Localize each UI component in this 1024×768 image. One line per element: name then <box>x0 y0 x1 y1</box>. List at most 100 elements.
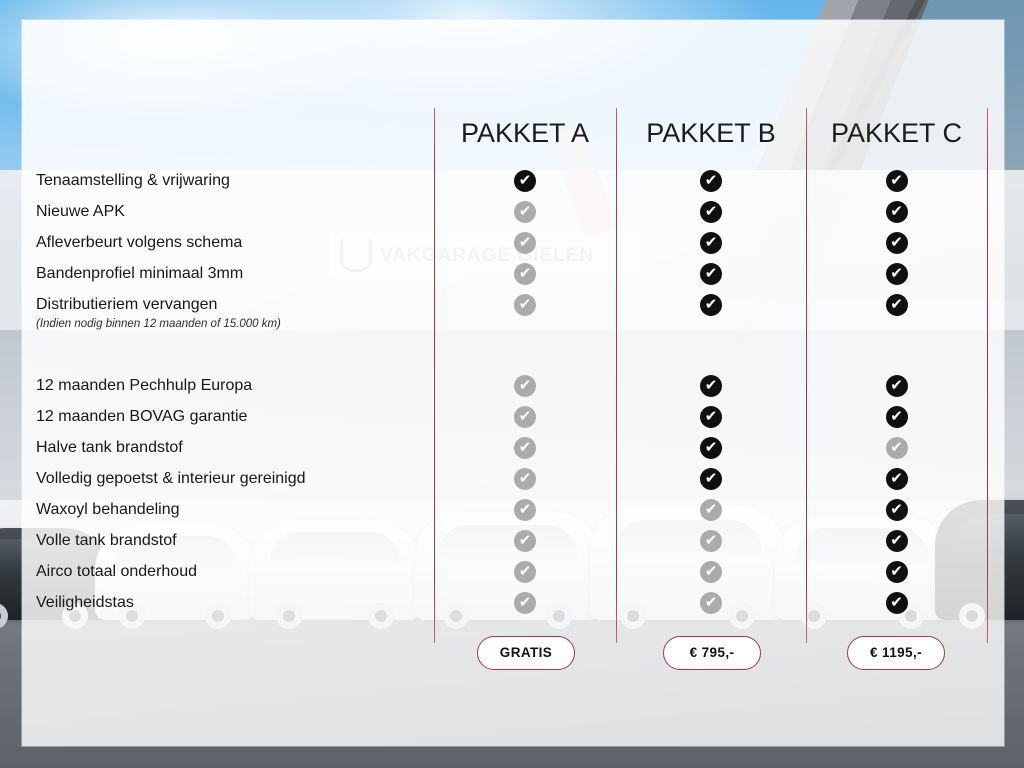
feature-cell-c: ✔ <box>806 436 987 459</box>
feature-label: Distributieriem vervangen <box>36 295 218 313</box>
content-panel: PAKKET A PAKKET B PAKKET C Tenaamstellin… <box>22 20 1004 746</box>
check-included-icon: ✔ <box>885 293 908 316</box>
table-row: Volle tank brandstof ✔ ✔ ✔ <box>22 525 1004 556</box>
check-included-icon: ✔ <box>700 200 722 223</box>
table-row: Afleverbeurt volgens schema ✔ ✔ ✔ <box>22 227 1004 258</box>
feature-cell-c: ✔ <box>806 560 987 583</box>
table-row: Veiligheidstas ✔ ✔ ✔ <box>22 587 1004 618</box>
column-divider-4 <box>987 108 988 643</box>
feature-subnote: (Indien nodig binnen 12 maanden of 15.00… <box>36 318 281 330</box>
feature-label: 12 maanden Pechhulp Europa <box>36 376 253 394</box>
check-included-icon: ✔ <box>700 467 722 490</box>
feature-label: Nieuwe APK <box>36 202 125 220</box>
check-included-icon: ✔ <box>885 560 908 583</box>
feature-cell-b: ✔ <box>616 262 806 285</box>
feature-label: Veiligheidstas <box>36 593 134 611</box>
table-row: Nieuwe APK ✔ ✔ ✔ <box>22 196 1004 227</box>
feature-cell-c: ✔ <box>806 262 987 285</box>
column-divider-1 <box>434 108 435 643</box>
table-row: Halve tank brandstof ✔ ✔ ✔ <box>22 432 1004 463</box>
check-included-icon: ✔ <box>885 374 908 397</box>
feature-label: Waxoyl behandeling <box>36 500 180 518</box>
check-included-icon: ✔ <box>700 262 722 285</box>
feature-cell-c: ✔ <box>806 498 987 521</box>
check-excluded-icon: ✔ <box>700 560 722 583</box>
feature-label: 12 maanden BOVAG garantie <box>36 407 248 425</box>
feature-cell-a: ✔ <box>434 498 616 521</box>
check-excluded-icon: ✔ <box>514 467 536 490</box>
check-excluded-icon: ✔ <box>514 231 536 254</box>
feature-cell-b: ✔ <box>616 591 806 614</box>
feature-cell-b: ✔ <box>616 231 806 254</box>
check-included-icon: ✔ <box>885 405 908 428</box>
table-row: 12 maanden Pechhulp Europa ✔ ✔ ✔ <box>22 370 1004 401</box>
check-included-icon: ✔ <box>700 405 722 428</box>
check-included-icon: ✔ <box>700 293 722 316</box>
column-header-pakket-b: PAKKET B <box>646 118 776 148</box>
feature-cell-c: ✔ <box>806 231 987 254</box>
check-excluded-icon: ✔ <box>514 560 536 583</box>
feature-label: Airco totaal onderhoud <box>36 562 197 580</box>
feature-cell-b: ✔ <box>616 405 806 428</box>
check-excluded-icon: ✔ <box>514 436 536 459</box>
check-included-icon: ✔ <box>885 498 908 521</box>
feature-cell-c: ✔ <box>806 374 987 397</box>
check-included-icon: ✔ <box>885 169 908 192</box>
feature-cell-a: ✔ <box>434 467 616 490</box>
feature-cell-a: ✔ <box>434 374 616 397</box>
feature-cell-a: ✔ <box>434 231 616 254</box>
table-row: Bandenprofiel minimaal 3mm ✔ ✔ ✔ <box>22 258 1004 289</box>
column-divider-3 <box>806 108 807 643</box>
feature-cell-b: ✔ <box>616 467 806 490</box>
check-excluded-icon: ✔ <box>514 529 536 552</box>
check-included-icon: ✔ <box>700 436 722 459</box>
feature-cell-b: ✔ <box>616 529 806 552</box>
feature-cell-c: ✔ <box>806 405 987 428</box>
check-included-icon: ✔ <box>885 591 908 614</box>
column-divider-2 <box>616 108 617 643</box>
feature-cell-c: ✔ <box>806 529 987 552</box>
check-included-icon: ✔ <box>514 169 536 192</box>
table-row: Volledig gepoetst & interieur gereinigd ✔… <box>22 463 1004 494</box>
feature-cell-a: ✔ <box>434 560 616 583</box>
check-excluded-icon: ✔ <box>514 262 536 285</box>
price-pill-pakket-b[interactable]: € 795,- <box>663 636 761 670</box>
check-excluded-icon: ✔ <box>700 591 722 614</box>
column-header-pakket-c: PAKKET C <box>830 118 963 148</box>
feature-cell-c: ✔ <box>806 169 987 192</box>
feature-cell-b: ✔ <box>616 498 806 521</box>
feature-cell-c: ✔ <box>806 200 987 223</box>
check-excluded-icon: ✔ <box>885 436 908 459</box>
table-row: Waxoyl behandeling ✔ ✔ ✔ <box>22 494 1004 525</box>
check-excluded-icon: ✔ <box>514 405 536 428</box>
feature-cell-b: ✔ <box>616 169 806 192</box>
check-included-icon: ✔ <box>700 169 722 192</box>
check-excluded-icon: ✔ <box>514 293 536 316</box>
feature-label: Volle tank brandstof <box>36 531 177 549</box>
feature-cell-a: ✔ <box>434 436 616 459</box>
feature-label: Halve tank brandstof <box>36 438 183 456</box>
price-pill-pakket-c[interactable]: € 1195,- <box>847 636 945 670</box>
feature-cell-a: ✔ <box>434 169 616 192</box>
check-included-icon: ✔ <box>885 262 908 285</box>
feature-cell-c: ✔ <box>806 591 987 614</box>
feature-cell-b: ✔ <box>616 200 806 223</box>
check-included-icon: ✔ <box>885 467 908 490</box>
feature-cell-a: ✔ <box>434 405 616 428</box>
check-included-icon: ✔ <box>700 374 722 397</box>
check-excluded-icon: ✔ <box>700 529 722 552</box>
feature-cell-b: ✔ <box>616 560 806 583</box>
feature-cell-a: ✔ <box>434 262 616 285</box>
feature-cell-a: ✔ <box>434 591 616 614</box>
column-header-pakket-a: PAKKET A <box>460 118 590 148</box>
table-row: 12 maanden BOVAG garantie ✔ ✔ ✔ <box>22 401 1004 432</box>
check-included-icon: ✔ <box>700 231 722 254</box>
check-excluded-icon: ✔ <box>700 498 722 521</box>
check-excluded-icon: ✔ <box>514 591 536 614</box>
package-comparison-table: PAKKET A PAKKET B PAKKET C Tenaamstellin… <box>22 20 1004 746</box>
price-pill-pakket-a[interactable]: GRATIS <box>477 636 575 670</box>
feature-cell-a: ✔ <box>434 529 616 552</box>
feature-cell-b: ✔ <box>616 293 806 316</box>
check-included-icon: ✔ <box>885 529 908 552</box>
